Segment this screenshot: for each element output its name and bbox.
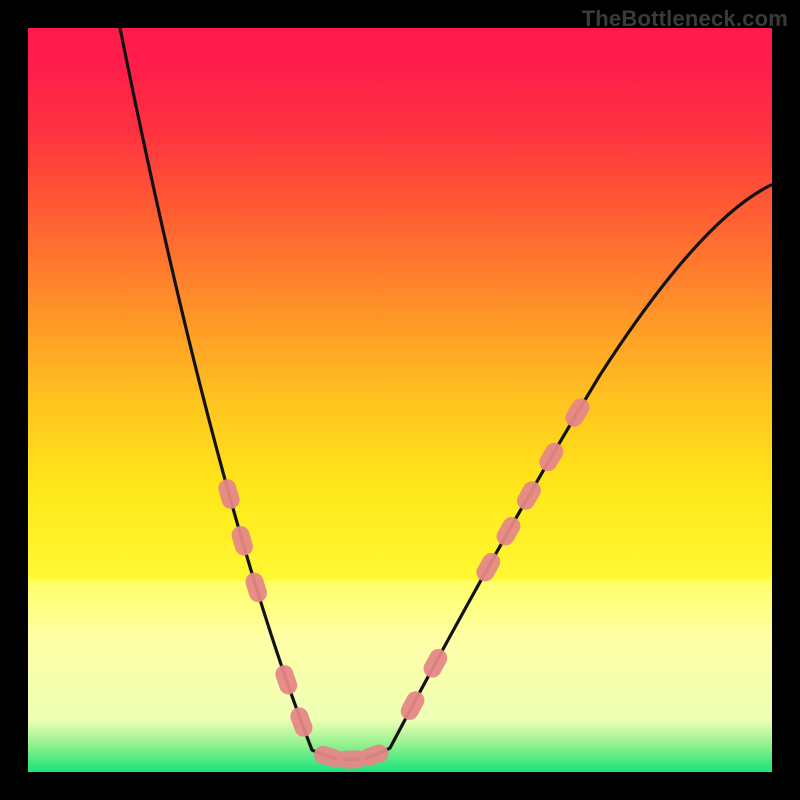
chart-svg <box>0 0 800 800</box>
watermark: TheBottleneck.com <box>582 6 788 32</box>
chart-canvas: TheBottleneck.com <box>0 0 800 800</box>
